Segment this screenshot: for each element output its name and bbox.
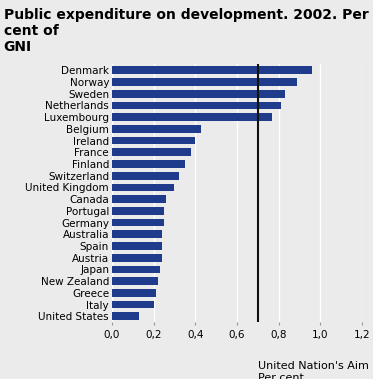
- Bar: [112, 219, 164, 226]
- Bar: [112, 125, 201, 133]
- Bar: [112, 195, 166, 203]
- Bar: [112, 242, 162, 250]
- Bar: [112, 207, 164, 215]
- Bar: [112, 90, 285, 97]
- Bar: [112, 289, 156, 297]
- Bar: [112, 113, 272, 121]
- Text: Public expenditure on development. 2002. Per cent of
GNI: Public expenditure on development. 2002.…: [4, 8, 369, 54]
- Bar: [112, 149, 191, 156]
- Bar: [112, 277, 158, 285]
- Bar: [112, 184, 175, 191]
- Bar: [112, 230, 162, 238]
- Bar: [112, 66, 312, 74]
- Bar: [112, 254, 162, 262]
- Text: United Nation's Aim
Per cent: United Nation's Aim Per cent: [258, 361, 369, 379]
- Bar: [112, 160, 185, 168]
- Bar: [112, 301, 154, 309]
- Bar: [112, 137, 195, 144]
- Bar: [112, 172, 179, 180]
- Bar: [112, 78, 297, 86]
- Bar: [112, 266, 160, 273]
- Bar: [112, 312, 139, 320]
- Bar: [112, 102, 280, 109]
